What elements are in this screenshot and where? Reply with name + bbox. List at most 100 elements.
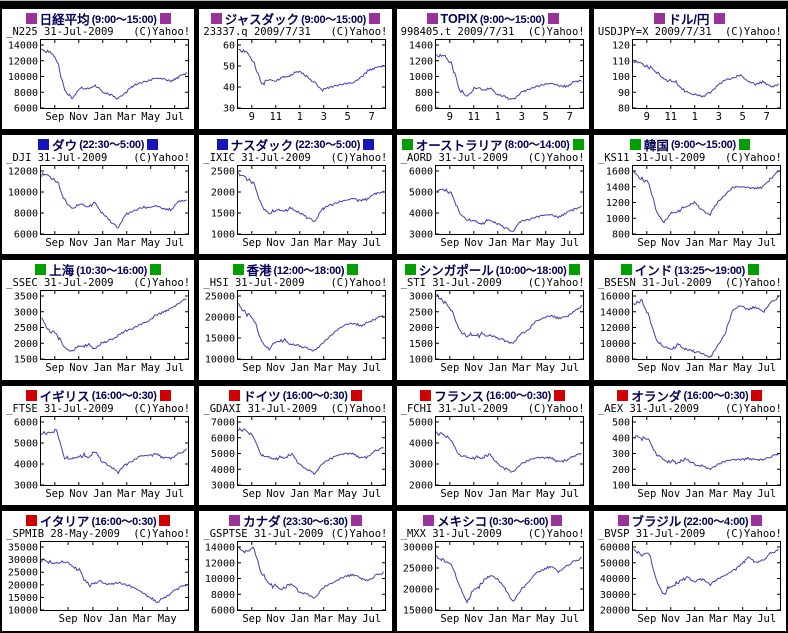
market-chart-cell[interactable]: 韓国 (9:00～15:00) _KS11 31-Jul-2009 (C)Yaho… [593,134,786,255]
svg-text:Nov: Nov [661,488,680,500]
svg-text:1000: 1000 [409,72,433,83]
svg-text:30000: 30000 [8,555,38,566]
market-status-square-icon [159,389,171,401]
svg-text:3000: 3000 [409,292,433,303]
market-chart-cell[interactable]: ドイツ (16:00～0:30) _GDAXI 31-Jul-2009 (C)Ya… [199,385,392,506]
price-line-chart: 30000 25000 20000 15000 Sep Nov Jan Mar May Jul [403,541,584,625]
chart-subtitle-row: _IXIC 31-Jul-2009 (C)Yahoo! [203,152,387,164]
svg-text:2500: 2500 [409,307,433,318]
svg-text:14000: 14000 [205,543,235,554]
svg-text:20000: 20000 [205,313,235,324]
svg-text:Sep: Sep [637,488,656,500]
market-chart-cell[interactable]: イタリア (16:00～0:30) _SPMIB 28-May-2009 (C)Y… [2,511,195,631]
svg-text:5000: 5000 [409,417,433,428]
market-chart-cell[interactable]: ダウ (22:30～5:00) _DJI 31-Jul-2009 (C)Yahoo… [2,134,195,255]
market-chart-cell[interactable]: インド (13:25～19:00) _BSESN 31-Jul-2009 (C)Y… [593,260,786,380]
market-status-square-icon [620,264,632,276]
svg-text:6000: 6000 [14,104,38,115]
chart-title-row: オランダ (16:00～0:30) [616,388,763,404]
svg-text:Mar: Mar [512,362,531,374]
svg-text:120: 120 [612,41,630,52]
svg-text:40000: 40000 [600,574,630,585]
svg-text:Jan: Jan [291,362,310,374]
market-status-square-icon [547,13,559,24]
svg-text:1: 1 [494,111,500,123]
ticker-and-date: _AORD 31-Jul-2009 [400,151,509,164]
chart-title-row: フランス (16:00～0:30) [419,388,566,404]
svg-text:Nov: Nov [267,613,286,625]
chart-title-row: カナダ (23:30～6:30) [228,513,362,530]
ticker-and-date: 23337.q 2009/7/31 [203,26,311,38]
market-status-square-icon [751,389,763,401]
market-chart-cell[interactable]: フランス (16:00～0:30) _FCHI 31-Jul-2009 (C)Ya… [396,385,589,506]
market-chart-cell[interactable]: オランダ (16:00～0:30) _AEX 31-Jul-2009 (C)Yah… [593,385,786,506]
svg-text:Mar: Mar [117,111,136,123]
market-chart-cell[interactable]: シンガポール (10:00～18:00) _STI 31-Jul-2009 (C)… [396,260,589,380]
market-name: フランス [434,389,485,404]
trading-hours: (10:00～18:00) [495,264,567,277]
ticker-and-date: _FCHI 31-Jul-2009 [400,402,509,415]
market-chart-cell[interactable]: オーストラリア (8:00～14:00) _AORD 31-Jul-2009 (C… [396,134,589,255]
market-chart-cell[interactable]: イギリス (16:00～0:30) _FTSE 31-Jul-2009 (C)Ya… [2,385,195,506]
svg-text:Mar: Mar [709,362,728,374]
market-status-square-icon [363,138,375,150]
svg-text:Nov: Nov [464,488,483,500]
svg-text:200: 200 [612,465,630,476]
market-status-square-icon [423,515,435,527]
market-chart-cell[interactable]: 上海 (10:30～16:00) _SSEC 31-Jul-2009 (C)Yah… [2,260,195,380]
chart-title-row: オーストラリア (8:00～14:00) [401,137,585,153]
market-chart-cell[interactable]: 日経平均 (9:00～15:00) _N225 31-Jul-2009 (C)Ya… [2,9,195,129]
market-name: 韓国 [643,138,669,153]
svg-text:6000: 6000 [14,229,38,240]
svg-text:9: 9 [446,111,452,123]
market-status-square-icon [569,264,581,276]
svg-text:400: 400 [612,433,630,444]
market-chart-cell[interactable]: ブラジル (22:00～4:00) _BVSP 31-Jul-2009 (C)Ya… [593,511,786,631]
svg-text:10000: 10000 [205,355,235,366]
chart-subtitle-row: _AEX 31-Jul-2009 (C)Yahoo! [598,403,782,415]
trading-hours: (9:00～15:00) [479,13,545,26]
chart-title-row: メキシコ (0:30～6:00) [422,513,563,529]
svg-text:1600: 1600 [606,166,630,177]
market-chart-cell[interactable]: ジャスダック (9:00～15:00) 23337.q 2009/7/31 (C)… [199,9,392,129]
market-chart-cell[interactable]: メキシコ (0:30～6:00) _MXX 31-Jul-2009 (C)Yaho… [396,511,589,631]
chart-subtitle-row: _SPMIB 28-May-2009 (C)Yahoo! [6,528,190,540]
market-chart-cell[interactable]: 香港 (12:00～18:00) _HSI 31-Jul-2009 (C)Yaho… [199,260,392,380]
chart-subtitle-row: 998405.t 2009/7/31 (C)Yahoo! [401,26,585,38]
trading-hours: (22:00～4:00) [683,515,749,528]
svg-text:Jul: Jul [363,362,382,374]
market-name: イタリア [39,515,90,530]
market-status-square-icon [350,515,362,527]
ticker-and-date: _GSPTSE 31-Jul-2009 [203,528,324,541]
svg-text:Jan: Jan [291,613,310,625]
copyright-label: (C)Yahoo! [724,151,782,164]
market-status-square-icon [159,515,171,527]
ticker-and-date: _HSI 31-Jul-2009 [203,277,305,290]
svg-text:8000: 8000 [14,88,38,99]
market-name: カナダ [243,515,281,530]
market-chart-cell[interactable]: ドル/円 USDJPY=X 2009/7/31 (C)Yahoo! 120 110… [593,9,786,129]
ticker-and-date: _KS11 31-Jul-2009 [597,151,706,164]
svg-text:Jan: Jan [93,362,112,374]
svg-text:7000: 7000 [211,417,235,428]
market-chart-cell[interactable]: ナスダック (22:30～5:00) _IXIC 31-Jul-2009 (C)Y… [199,134,392,255]
svg-text:Sep: Sep [45,111,64,123]
svg-text:Jul: Jul [363,488,382,500]
market-status-square-icon [25,515,37,527]
svg-text:Mar: Mar [315,237,334,249]
chart-title-row: インド (13:25～19:00) [620,262,760,278]
market-chart-cell[interactable]: カナダ (23:30～6:30) _GSPTSE 31-Jul-2009 (C)Y… [199,511,392,631]
market-status-square-icon [401,138,413,150]
market-name: オランダ [631,389,682,404]
price-line-chart: 7000 6000 5000 4000 3000 Sep Nov Jan Mar May Jul [211,415,387,500]
svg-text:15000: 15000 [8,593,38,604]
svg-text:Sep: Sep [637,613,656,625]
market-name: シンガポール [418,264,494,279]
chart-subtitle-row: _BSESN 31-Jul-2009 (C)Yahoo! [598,277,782,289]
trading-hours: (16:00～0:30) [91,390,157,403]
svg-text:Jul: Jul [560,613,579,625]
market-status-square-icon [751,515,763,527]
market-chart-cell[interactable]: TOPIX (9:00～15:00) 998405.t 2009/7/31 (C)… [396,9,589,129]
svg-text:5: 5 [739,111,745,123]
